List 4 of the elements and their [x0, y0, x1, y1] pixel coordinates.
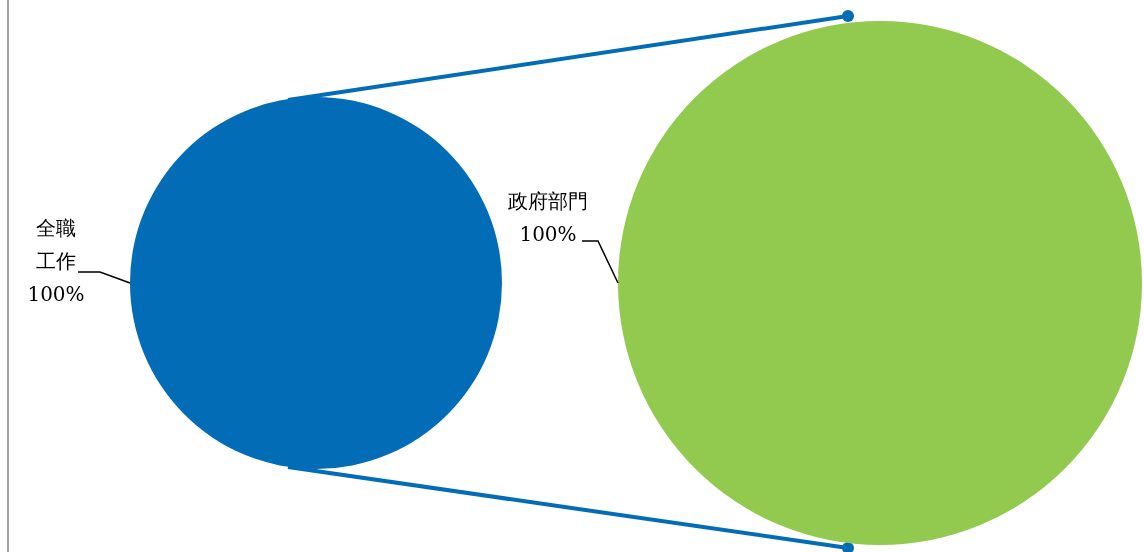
slice-label: 全職工作 — [36, 216, 76, 274]
data-label: 100% — [27, 282, 85, 307]
data-label: 100% — [519, 222, 577, 247]
slice-label: 政府部門 — [508, 189, 588, 214]
